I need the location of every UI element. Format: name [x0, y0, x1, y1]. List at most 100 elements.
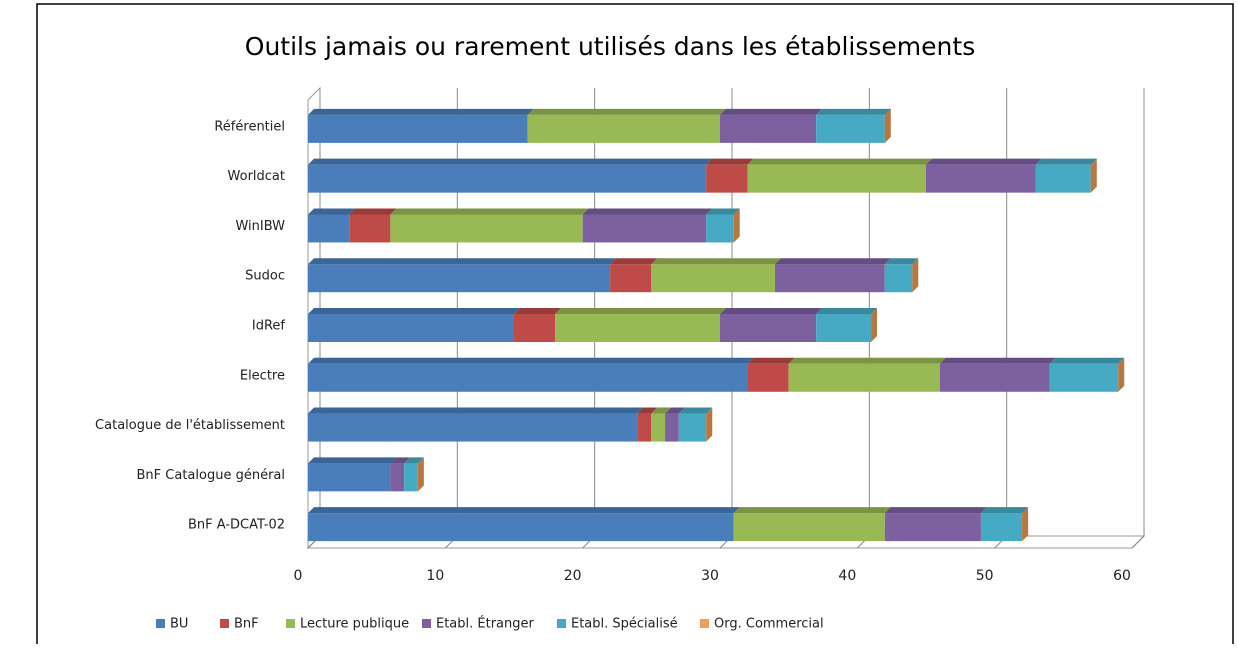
bar-segment: [308, 457, 397, 492]
bar-segment: [747, 158, 932, 193]
bar-face: [637, 407, 658, 414]
bar-segment: [774, 258, 891, 293]
bar-end-cap: [884, 108, 891, 143]
bar-face: [390, 457, 411, 464]
bar-face: [527, 108, 726, 115]
bar-face: [308, 164, 707, 193]
bar-face: [720, 308, 823, 314]
bar-face: [651, 258, 781, 265]
bar-segment: [308, 308, 520, 342]
bar-segment: [884, 258, 919, 293]
legend-label: Org. Commercial: [714, 617, 824, 632]
bar-face: [308, 158, 713, 165]
bar-segment: [308, 357, 754, 392]
bar-face: [774, 258, 891, 265]
bar-face: [665, 407, 685, 414]
bar-end-cap: [912, 258, 919, 293]
bar-face: [816, 108, 891, 115]
bar-face: [514, 314, 556, 342]
bar-face: [788, 357, 946, 364]
bar-end-cap: [733, 208, 740, 243]
y-tick-label: BnF Catalogue général: [137, 468, 285, 483]
x-tick-label: 30: [701, 568, 719, 584]
bar-segment: [733, 507, 891, 542]
bar-segment: [980, 507, 1029, 542]
bar-segment: [788, 357, 946, 392]
bar-segment: [884, 507, 987, 542]
bar-face: [308, 513, 734, 542]
y-tick-label: WinIBW: [235, 219, 285, 234]
bar-face: [349, 214, 391, 243]
bar-face: [720, 108, 823, 115]
bar-segment: [651, 258, 781, 293]
bar-segment: [665, 407, 685, 442]
legend-swatch: [700, 619, 709, 628]
bar-face: [651, 264, 775, 293]
bar-face: [1049, 357, 1125, 364]
bar-face: [514, 308, 562, 314]
bar-segment: [390, 457, 411, 492]
bar-face: [390, 208, 589, 215]
bar-segment: [816, 308, 878, 342]
bar-face: [349, 208, 397, 215]
legend-label: BU: [170, 617, 188, 632]
bar-face: [308, 357, 754, 364]
bar-face: [733, 507, 891, 514]
bar-face: [1035, 164, 1091, 193]
bar-segment: [637, 407, 658, 442]
bar-segment: [308, 407, 644, 442]
bar-segment: [706, 158, 754, 193]
legend-label: Etabl. Spécialisé: [571, 617, 678, 632]
bar-face: [390, 214, 583, 243]
bar-face: [720, 314, 817, 342]
legend-swatch: [286, 619, 295, 628]
bar-end-cap: [1022, 507, 1029, 542]
legend-label: Lecture publique: [300, 617, 409, 632]
bar-segment: [610, 258, 658, 293]
bar-face: [816, 314, 872, 342]
bar-segment: [747, 357, 795, 392]
bar-face: [733, 513, 885, 542]
bar-segment: [308, 158, 713, 193]
bar-face: [308, 264, 611, 293]
y-tick-label: BnF A-DCAT-02: [188, 518, 285, 533]
bar-face: [308, 258, 617, 265]
x-tick-label: 20: [564, 568, 582, 584]
bar-face: [747, 164, 926, 193]
bar-segment: [706, 208, 740, 243]
bar-face: [308, 407, 644, 414]
bar-face: [308, 108, 534, 115]
bar-end-cap: [706, 407, 713, 442]
bar-face: [747, 357, 795, 364]
legend-label: Etabl. Étranger: [436, 616, 535, 632]
grid-line: [1131, 88, 1145, 549]
legend-swatch: [557, 619, 566, 628]
bar-face: [706, 164, 748, 193]
bar-face: [1049, 363, 1119, 392]
bar-end-cap: [871, 308, 878, 342]
bar-face: [706, 214, 734, 243]
bar-face: [308, 463, 391, 492]
bar-segment: [527, 108, 726, 143]
y-tick-label: Electre: [240, 368, 285, 383]
bar-segment: [1049, 357, 1125, 392]
bar-face: [816, 308, 878, 314]
bar-end-cap: [1090, 158, 1097, 193]
bar-face: [939, 357, 1056, 364]
bar-face: [582, 214, 707, 243]
bar-face: [390, 463, 405, 492]
bar-face: [651, 407, 672, 414]
bar-segment: [678, 407, 713, 442]
bar-face: [706, 158, 754, 165]
bar-face: [665, 413, 679, 442]
bar-segment: [308, 507, 740, 542]
bar-face: [651, 413, 666, 442]
bar-segment: [651, 407, 672, 442]
bar-face: [678, 407, 713, 414]
bar-end-cap: [1118, 357, 1125, 392]
bar-segment: [816, 108, 891, 143]
bar-face: [308, 208, 356, 215]
bar-segment: [555, 308, 726, 342]
legend-swatch: [220, 619, 229, 628]
bar-face: [308, 363, 748, 392]
